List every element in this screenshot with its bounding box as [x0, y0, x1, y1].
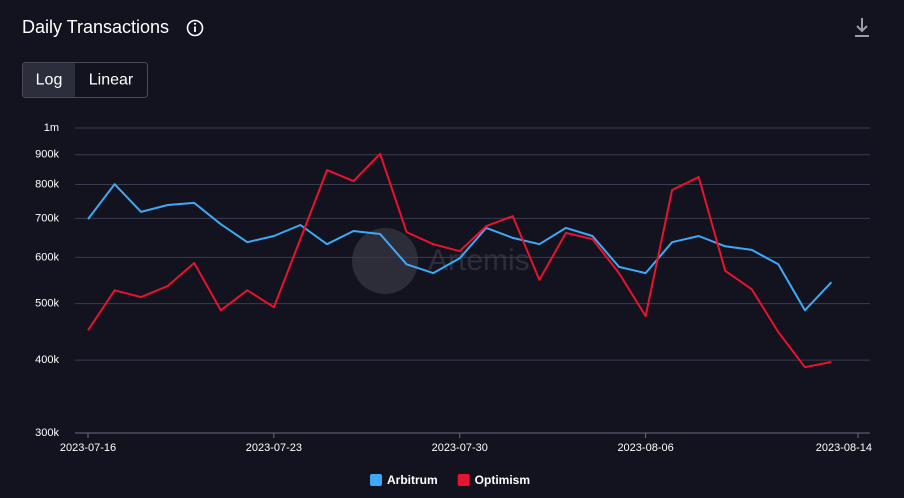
- legend-item[interactable]: Arbitrum: [370, 473, 438, 487]
- legend-swatch: [457, 474, 470, 486]
- info-dot[interactable]: [193, 22, 197, 25]
- x-tick-label: 2023-08-14: [816, 442, 872, 454]
- scale-toggle: Log Linear: [22, 62, 148, 98]
- series-line: [87, 152, 832, 369]
- y-tick-label: 1m: [44, 122, 59, 134]
- y-tick-label: 600k: [35, 251, 59, 263]
- y-tick-label: 500k: [35, 297, 59, 309]
- legend-label: Arbitrum: [387, 473, 438, 487]
- y-tick-label: 900k: [35, 149, 59, 161]
- toggle-log[interactable]: Log: [36, 72, 63, 89]
- watermark-text: Artemis: [428, 244, 530, 277]
- toggle-log-bg[interactable]: [23, 63, 75, 97]
- y-tick-label: 300k: [35, 427, 59, 439]
- legend-item[interactable]: Optimism: [457, 473, 530, 487]
- x-tick-label: 2023-07-23: [246, 442, 302, 454]
- info-circle[interactable]: [186, 19, 204, 37]
- watermark-logo: [352, 228, 418, 294]
- chart-title: Daily Transactions: [22, 17, 169, 37]
- x-tick-label: 2023-07-16: [60, 442, 116, 454]
- legend-label: Optimism: [475, 473, 530, 487]
- legend-swatch: [370, 474, 382, 486]
- x-tick-label: 2023-08-06: [617, 442, 673, 454]
- download-arrow[interactable]: [856, 25, 868, 33]
- toggle-linear[interactable]: Linear: [89, 72, 134, 89]
- y-tick-label: 800k: [35, 178, 59, 190]
- x-tick-label: 2023-07-30: [432, 442, 488, 454]
- series-line: [87, 183, 833, 312]
- y-tick-label: 700k: [35, 212, 59, 224]
- info-icon[interactable]: [186, 19, 204, 37]
- watermark: Artemis: [352, 228, 530, 294]
- y-tick-label: 400k: [35, 354, 59, 366]
- download-icon[interactable]: [855, 18, 869, 37]
